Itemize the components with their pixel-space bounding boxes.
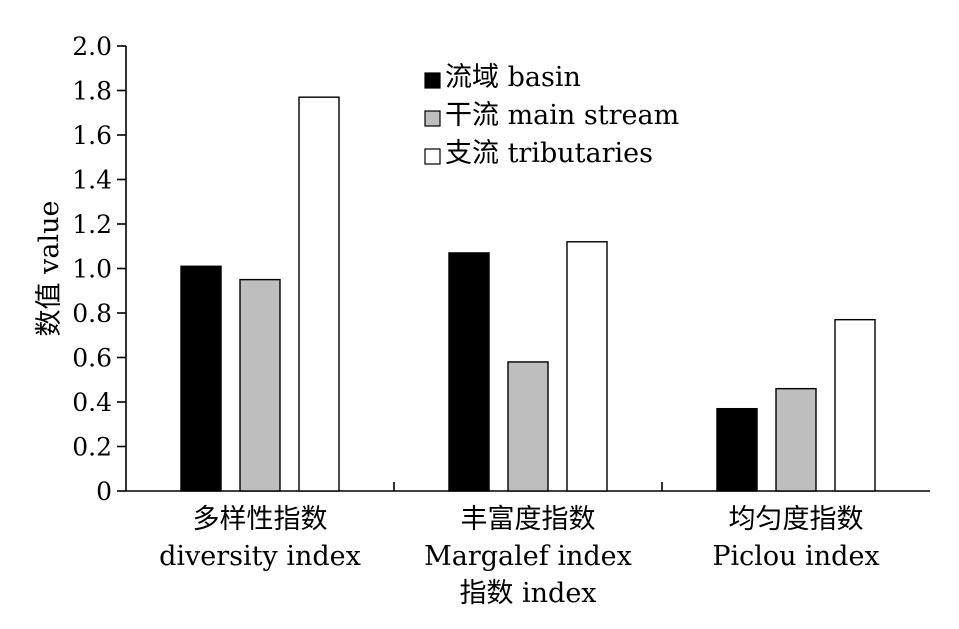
bars: [180, 96, 876, 492]
y-tick-label: 1.4: [72, 166, 112, 195]
y-tick-label: 0.4: [72, 388, 112, 417]
bar-main-stream-1: [507, 361, 549, 492]
bar-main-stream-0: [239, 278, 281, 492]
legend-swatch: [424, 148, 441, 165]
bar-basin-1: [448, 252, 490, 492]
y-tick-label: 1.0: [72, 255, 112, 284]
legend-label: 干流 main stream: [445, 100, 679, 131]
x-axis-label: 指数 index: [459, 578, 596, 609]
category-label-cn: 多样性指数: [193, 504, 328, 535]
legend-swatch: [424, 110, 441, 127]
y-tick-label: 1.8: [72, 77, 112, 106]
category-label-cn: 均匀度指数: [729, 504, 864, 535]
legend: 流域 basin 干流 main stream 支流 tributaries: [424, 62, 679, 169]
legend-swatch: [424, 72, 441, 89]
bar-tributaries-1: [566, 241, 608, 492]
y-tick-label: 0.8: [72, 299, 112, 328]
bar-tributaries-0: [298, 96, 340, 492]
y-axis-label: 数值 value: [34, 201, 65, 337]
category-label-en: diversity index: [159, 541, 361, 572]
y-tick-label: 1.6: [72, 121, 112, 150]
bar-basin-2: [716, 407, 758, 492]
x-axis-category-labels: 多样性指数 diversity index 丰富度指数 Margalef index 均…: [159, 504, 880, 572]
bar-main-stream-2: [775, 387, 817, 492]
legend-label: 支流 tributaries: [445, 138, 653, 169]
y-tick-label: 0.6: [72, 344, 112, 373]
legend-label: 流域 basin: [445, 62, 581, 93]
y-axis-ticks: 0 0.2 0.4 0.6 0.8 1.0 1.2 1.4 1.6 1.8 2.0: [72, 32, 126, 506]
bar-basin-0: [180, 265, 222, 492]
y-tick-label: 0: [96, 477, 112, 506]
bar-tributaries-2: [834, 318, 876, 492]
y-tick-label: 0.2: [72, 433, 112, 462]
category-label-en: Piclou index: [712, 541, 879, 572]
y-tick-label: 1.2: [72, 210, 112, 239]
category-label-en: Margalef index: [424, 541, 632, 572]
category-label-cn: 丰富度指数: [461, 504, 596, 535]
y-tick-label: 2.0: [72, 32, 112, 61]
